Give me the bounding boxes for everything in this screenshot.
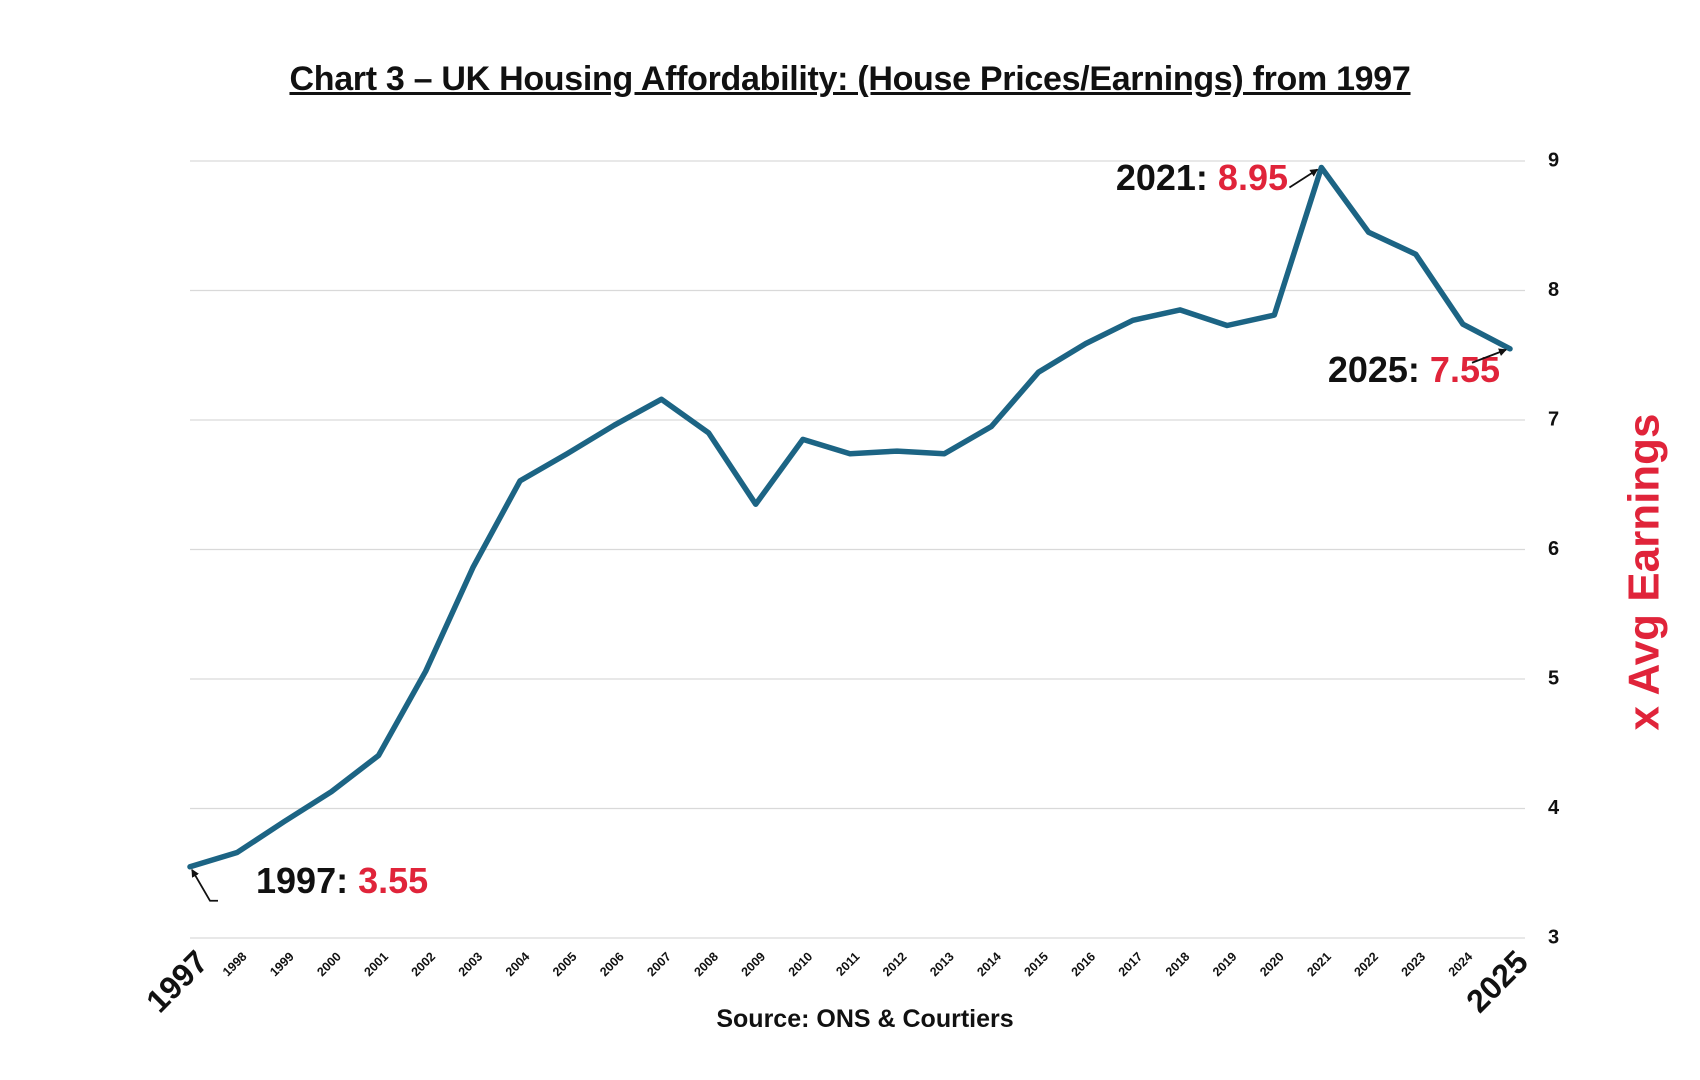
data-point xyxy=(988,423,994,429)
x-tick-label: 2003 xyxy=(456,950,486,980)
data-point xyxy=(847,451,853,457)
x-tick-label: 2017 xyxy=(1116,950,1146,980)
source-note: Source: ONS & Courtiers xyxy=(716,1005,1014,1033)
data-point xyxy=(894,448,900,454)
data-point xyxy=(564,451,570,457)
data-point xyxy=(423,668,429,674)
y-tick-labels: 3 4 5 6 7 8 9 xyxy=(1548,149,1560,948)
x-tick-label: 2021 xyxy=(1304,950,1334,980)
data-point xyxy=(611,422,617,428)
annotation-2021: 2021: 8.95 xyxy=(1116,157,1288,198)
data-point xyxy=(941,451,947,457)
data-point xyxy=(706,430,712,436)
x-tick-label: 2011 xyxy=(833,950,862,979)
annotation-2025: 2025: 7.55 xyxy=(1328,349,1500,390)
y-tick-label: 5 xyxy=(1548,667,1559,689)
data-point xyxy=(1318,164,1324,170)
x-tick-label: 2007 xyxy=(644,950,674,980)
annotation-1997: 1997: 3.55 xyxy=(256,860,428,901)
data-point xyxy=(1271,312,1277,318)
x-tick-label: 2023 xyxy=(1399,950,1429,980)
x-tick-label: 1999 xyxy=(267,950,297,980)
y-tick-label: 3 xyxy=(1548,926,1559,948)
x-tick-label: 2005 xyxy=(550,950,580,980)
annotation-arrow xyxy=(1471,348,1507,364)
annotation-arrow xyxy=(1288,168,1319,189)
x-tick-label: 2012 xyxy=(880,950,910,980)
x-tick-label: 2024 xyxy=(1446,950,1476,980)
x-tick-label: 2002 xyxy=(409,950,439,980)
x-tick-label: 2010 xyxy=(786,950,816,980)
data-point xyxy=(1366,229,1372,235)
x-tick-label: 2019 xyxy=(1210,950,1240,980)
data-point xyxy=(1177,307,1183,313)
x-tick-label: 2016 xyxy=(1069,950,1099,980)
annotation-year: 1997: xyxy=(256,860,358,901)
data-point xyxy=(376,752,382,758)
x-tick-label: 2001 xyxy=(361,950,391,980)
data-point xyxy=(1130,317,1136,323)
y-tick-label: 4 xyxy=(1548,797,1560,819)
data-point xyxy=(1083,341,1089,347)
data-point xyxy=(658,396,664,402)
x-tick-label: 2020 xyxy=(1257,950,1287,980)
data-point xyxy=(1224,322,1230,328)
y-axis-label: x Avg Earnings xyxy=(1620,413,1669,730)
y-tick-label: 7 xyxy=(1548,408,1559,430)
data-points xyxy=(187,164,1513,869)
data-point xyxy=(1507,346,1513,352)
x-tick-label: 2008 xyxy=(691,950,721,980)
annotation-arrow xyxy=(191,868,218,902)
data-point xyxy=(753,501,759,507)
annotations: 1997: 3.55 2021: 8.95 2025: 7.55 xyxy=(191,157,1507,902)
x-tick-label: 2006 xyxy=(597,950,627,980)
chart-title: Chart 3 – UK Housing Affordability: (Hou… xyxy=(289,60,1411,98)
data-point xyxy=(1036,369,1042,375)
data-point xyxy=(470,565,476,571)
x-tick-label: 2009 xyxy=(739,950,769,980)
data-point xyxy=(187,864,193,870)
annotation-value: 8.95 xyxy=(1218,157,1288,198)
data-point xyxy=(234,850,240,856)
series-line xyxy=(187,164,1513,870)
data-point xyxy=(328,789,334,795)
x-tick-label: 1998 xyxy=(220,950,250,980)
x-tick-label: 2022 xyxy=(1351,950,1381,980)
y-tick-label: 6 xyxy=(1548,538,1559,560)
x-tick-label: 2000 xyxy=(314,950,344,980)
data-point xyxy=(1460,321,1466,327)
y-tick-label: 8 xyxy=(1548,279,1559,301)
data-point xyxy=(281,818,287,824)
data-point xyxy=(517,478,523,484)
annotation-year: 2025: xyxy=(1328,349,1430,390)
x-tick-label: 2013 xyxy=(927,950,957,980)
x-tick-label: 2014 xyxy=(974,950,1004,980)
data-point xyxy=(800,436,806,442)
x-tick-label: 2018 xyxy=(1163,950,1193,980)
y-tick-label: 9 xyxy=(1548,149,1559,171)
annotation-value: 3.55 xyxy=(358,860,428,901)
x-tick-label: 2015 xyxy=(1021,950,1051,980)
annotation-year: 2021: xyxy=(1116,157,1218,198)
data-point xyxy=(1413,251,1419,257)
x-tick-label: 2004 xyxy=(503,950,533,980)
gridlines xyxy=(190,160,1525,939)
